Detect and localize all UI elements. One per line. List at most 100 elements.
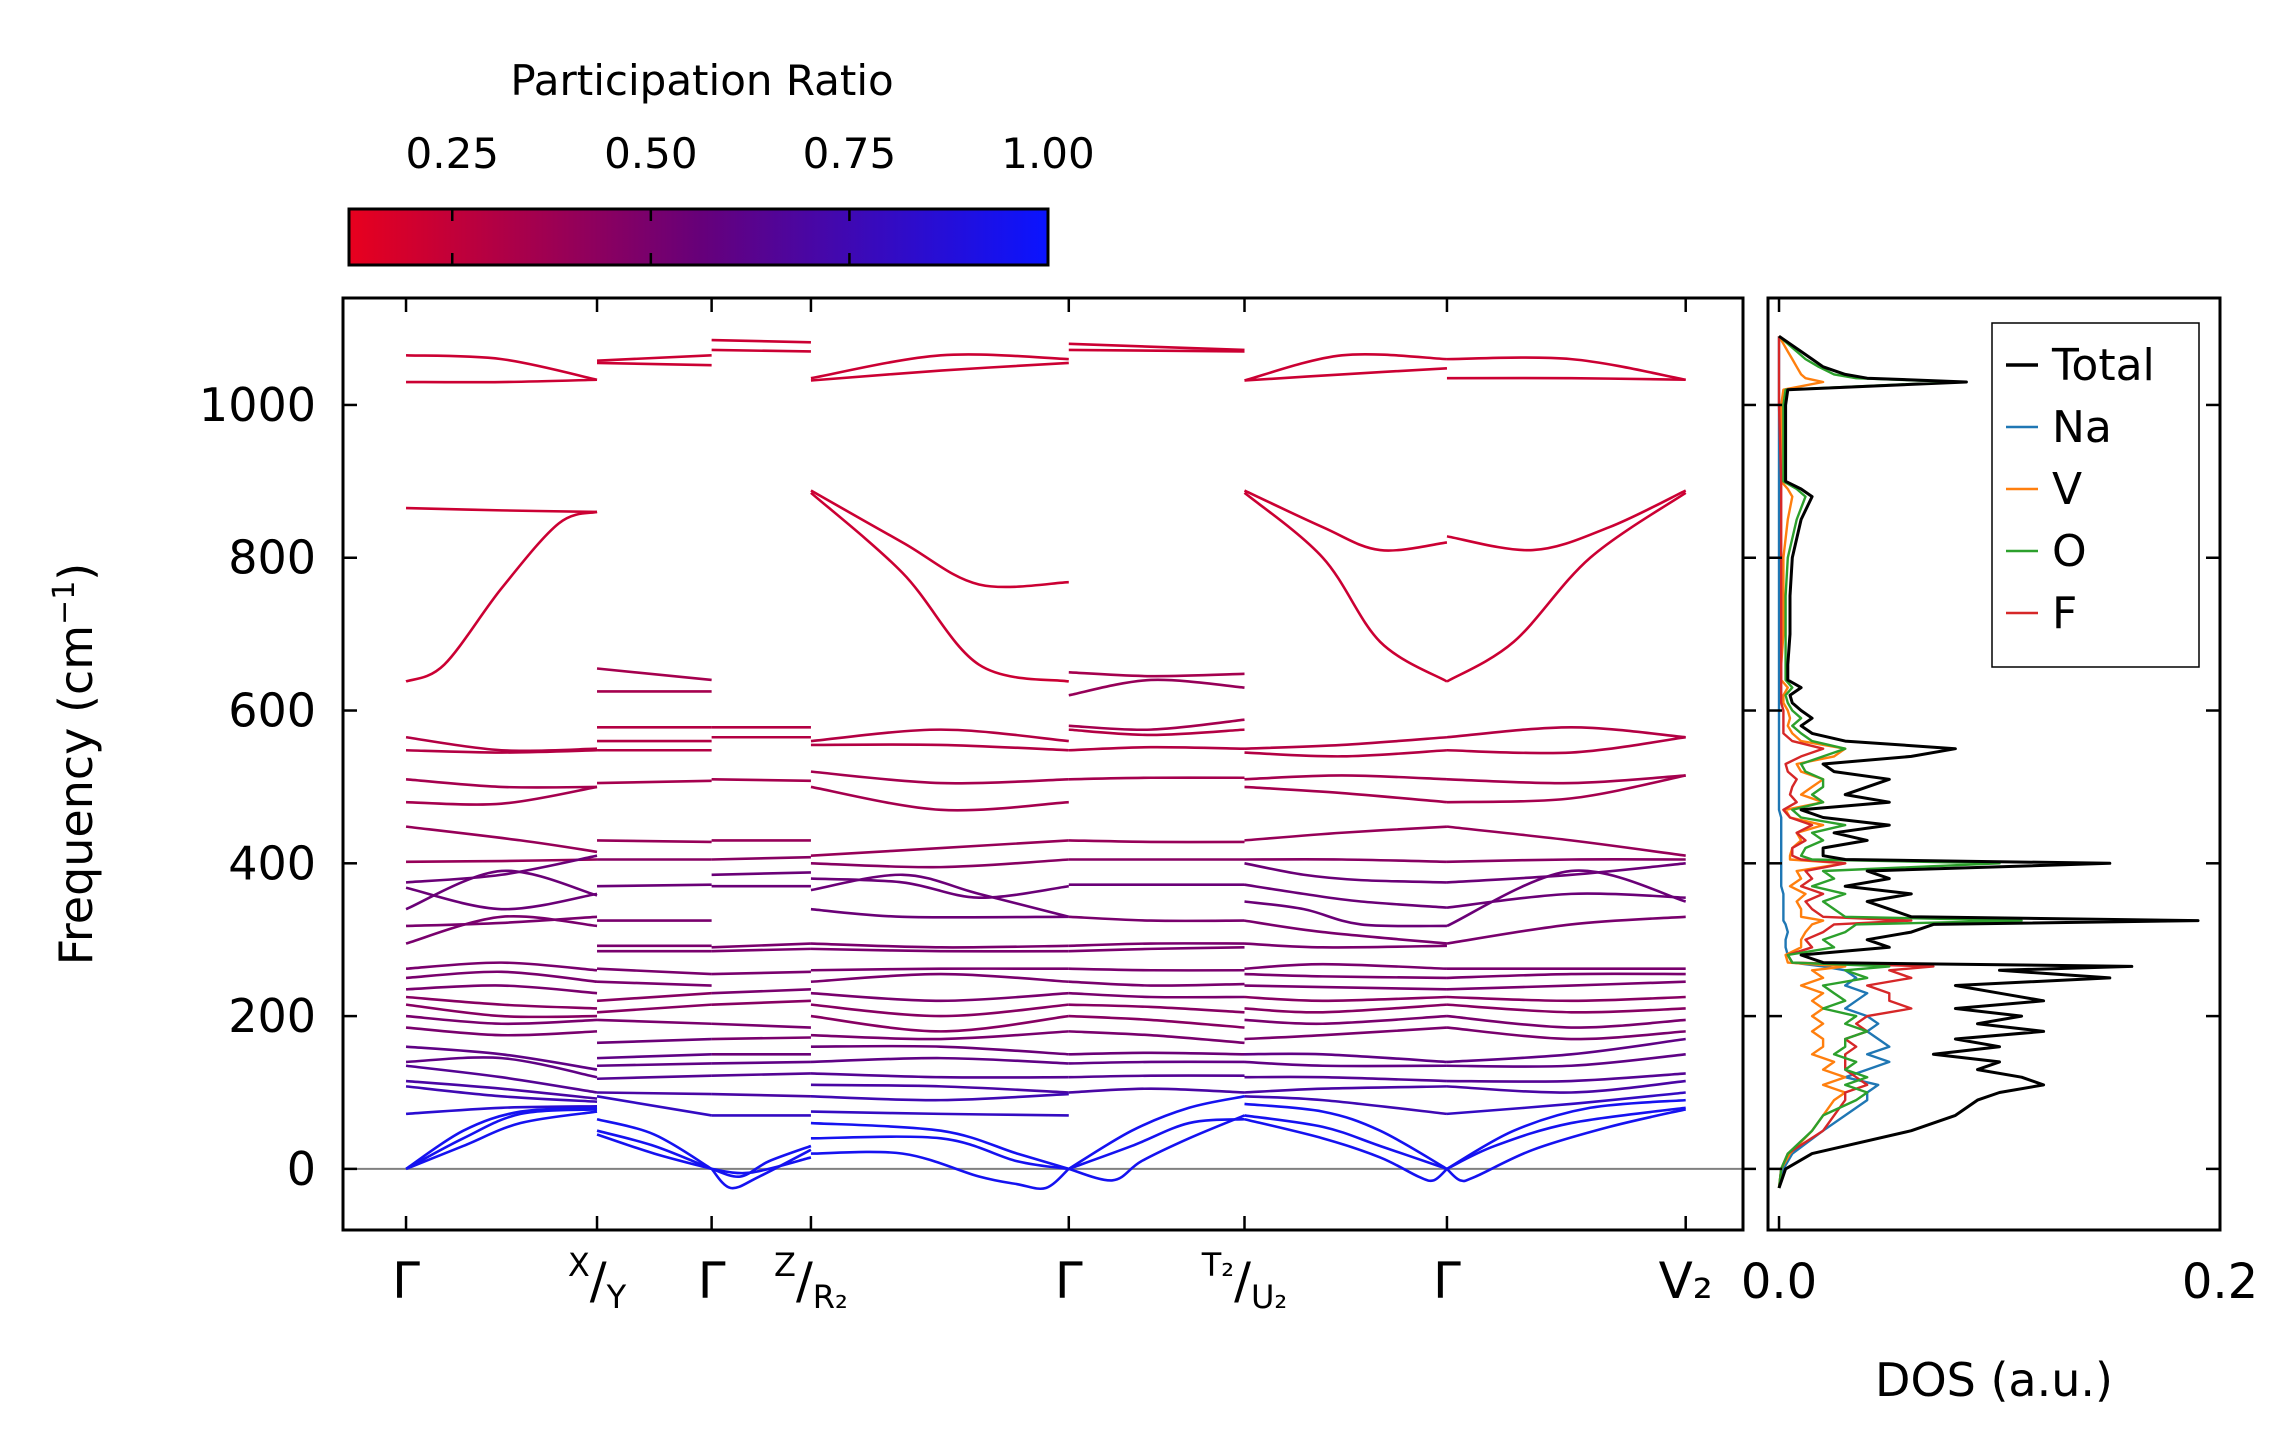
label-slash: / [796,1252,813,1310]
phonon-band [711,855,811,861]
phonon-band [597,839,712,844]
phonon-band [1446,1098,1686,1171]
legend-label-na: Na [2052,402,2112,453]
phonon-band [1446,1053,1686,1068]
phonon-band [405,353,598,382]
phonon-band [405,510,598,683]
phonon-band [1068,1117,1245,1171]
label-main: V₂ [1659,1252,1713,1310]
phonon-band [1446,1003,1686,1014]
phonon-band [405,1045,598,1071]
phonon-band [406,785,598,806]
dos-panel: 0.0 0.2 DOS (a.u.) Total Na VOF [1741,296,2258,1407]
label-sup: X [568,1246,590,1284]
phonon-band [596,1129,713,1171]
phonon-band [711,942,811,949]
phonon-band [405,970,598,984]
phonon-band [1446,376,1686,382]
phonon-band [596,667,712,682]
label-slash: / [590,1252,607,1310]
phonon-band [1244,900,1447,928]
phonon-band [1446,1079,1686,1094]
phonon-band [405,1056,598,1079]
y-tick-label: 200 [228,989,316,1043]
phonon-band [1244,1114,1448,1171]
phonon-band [1068,839,1245,844]
phonon-band [1446,491,1687,683]
phonon-band [1446,858,1686,864]
phonon-band [1446,1072,1686,1083]
dos-ticks: 0.0 0.2 [1741,298,2258,1310]
label-main: Γ [1433,1252,1461,1310]
phonon-band [1446,774,1686,785]
high-symmetry-label: X/Y [568,1246,627,1316]
phonon-band [1068,718,1245,732]
phonon-band [810,1135,1069,1171]
phonon-band [810,947,1069,953]
band-x-ticks: Γ X/Y Γ Z/R₂ Γ T₂/U₂ Γ V₂ [392,298,1713,1316]
phonon-band [405,869,598,911]
phonon-band [1446,862,1686,884]
phonon-band [1244,995,1448,1003]
phonon-band [711,1036,811,1041]
phonon-band [405,915,598,928]
phonon-band [1446,1106,1686,1171]
phonon-band [1446,774,1686,804]
high-symmetry-label: T₂/U₂ [1201,1246,1287,1316]
phonon-band [1244,858,1447,864]
dos-curves [1777,334,2200,1189]
high-symmetry-label: Γ [698,1252,726,1310]
phonon-band [1244,366,1448,382]
phonon-band [1446,892,1686,909]
phonon-band [596,1117,713,1171]
y-tick-label: 800 [228,531,316,585]
dos-axes-frame [1766,296,2222,1232]
phonon-band [1244,825,1448,842]
dos-legend: Total Na VOF [1991,322,2200,668]
phonon-band [1244,352,1448,382]
phonon-band [1068,348,1245,353]
phonon-band [1244,883,1448,909]
phonon-band [1068,1003,1245,1014]
phonon-band [1068,915,1245,923]
phonon-band [1446,489,1687,552]
dos-x-axis-label: DOS (a.u.) [1875,1353,2113,1407]
phonon-band [1244,862,1447,884]
phonon-band [1446,980,1686,991]
phonon-band [405,1106,598,1170]
phonon-band [810,991,1069,1003]
phonon-band [596,353,712,362]
y-tick-label: 1000 [199,378,316,432]
phonon-band [1244,1075,1447,1083]
phonon-band [1446,825,1686,857]
phonon-band [405,1026,598,1037]
legend-entries: Total Na VOF [2006,340,2155,639]
phonon-band [405,748,598,754]
colorbar-label: Participation Ratio [510,56,893,105]
phonon-band [1446,356,1686,382]
legend-label-f: F [2052,588,2077,639]
label-slash: / [1234,1252,1251,1310]
phonon-band [1446,726,1686,739]
phonon-band [1068,1030,1245,1045]
phonon-band [596,361,712,367]
phonon-band [711,1072,811,1077]
phonon-band [1446,972,1686,980]
phonon-band [810,489,1069,589]
phonon-band [810,972,1069,984]
phonon-band [1068,671,1245,678]
high-symmetry-label: Γ [1055,1252,1083,1310]
phonon-band [405,1085,598,1103]
phonon-band [1068,1051,1245,1056]
colorbar-gradient [347,207,1050,267]
phonon-band [810,1056,1069,1065]
phonon-band [1244,1095,1448,1116]
label-sup: T₂ [1201,1246,1234,1284]
phonon-band [596,1053,712,1060]
phonon-band [810,942,1069,949]
phonon-band [810,361,1069,382]
phonon-band [1068,1114,1245,1182]
phonon-band [596,1074,712,1081]
phonon-band [1244,1003,1448,1014]
